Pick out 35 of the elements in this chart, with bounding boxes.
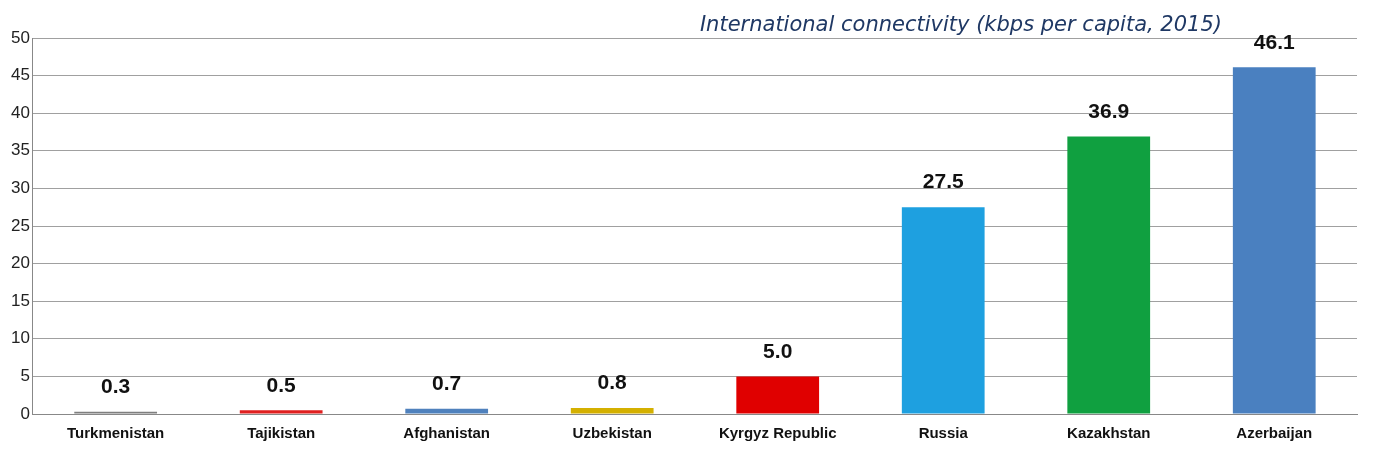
x-tick-label: Russia — [918, 424, 969, 442]
y-tick-label: 15 — [10, 290, 30, 310]
y-tick-label: 45 — [10, 65, 30, 85]
data-label: 46.1 — [1253, 29, 1295, 53]
bar — [901, 207, 985, 414]
x-tick-label: Afghanistan — [403, 424, 491, 442]
x-tick-label: Kyrgyz Republic — [718, 424, 837, 442]
y-tick-label: 35 — [10, 140, 30, 160]
data-label: 0.7 — [432, 371, 462, 395]
x-tick-label: Kazakhstan — [1067, 424, 1151, 442]
y-tick-label: 25 — [10, 215, 30, 235]
bar — [1067, 136, 1151, 414]
x-tick-label: Tajikistan — [247, 424, 316, 442]
y-tick-label: 10 — [10, 328, 30, 348]
y-tick-label: 20 — [10, 253, 30, 273]
y-tick-label: 30 — [10, 178, 30, 198]
bar — [736, 376, 820, 414]
y-tick-label: 40 — [10, 102, 30, 122]
x-tick-label: Turkmenistan — [67, 424, 165, 442]
x-tick-label: Azerbaijan — [1236, 424, 1313, 442]
data-label: 5.0 — [763, 338, 793, 362]
y-tick-label: 0 — [20, 403, 30, 423]
data-label: 0.3 — [101, 374, 131, 398]
y-tick-label: 5 — [20, 366, 30, 386]
chart-title: International connectivity (kbps per capita, 2015) — [699, 12, 1222, 36]
data-label: 36.9 — [1088, 98, 1130, 122]
bar — [405, 408, 489, 414]
data-label: 27.5 — [922, 169, 964, 193]
bar — [1232, 67, 1316, 414]
y-tick-label: 50 — [10, 27, 30, 47]
bar — [239, 410, 323, 414]
x-tick-label: Uzbekistan — [572, 424, 652, 442]
data-label: 0.8 — [597, 370, 628, 394]
data-label: 0.5 — [266, 372, 297, 396]
bar — [570, 407, 654, 414]
